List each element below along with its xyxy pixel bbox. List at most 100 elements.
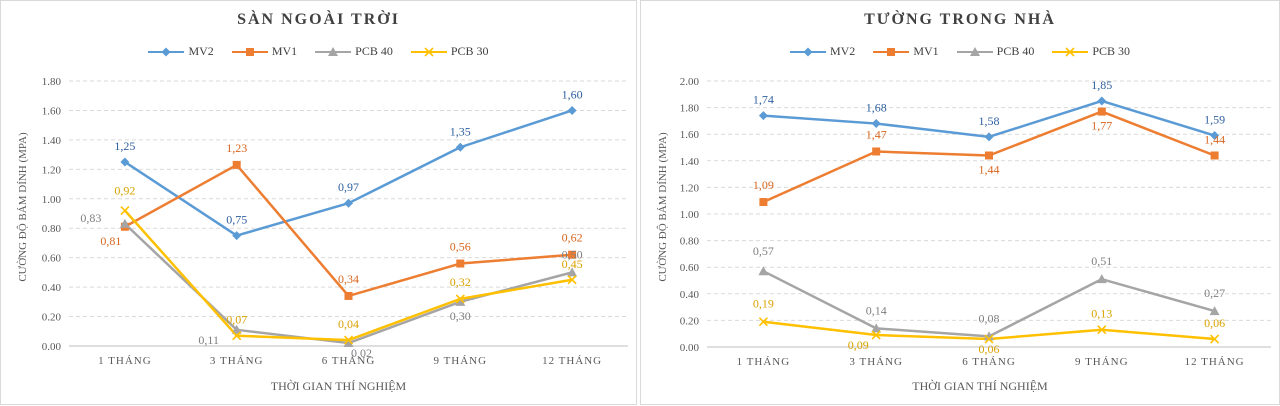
data-point — [455, 294, 465, 304]
data-point — [119, 218, 130, 228]
y-tick-label: 1.40 — [42, 135, 62, 147]
x-tick-label: 6 THÁNG — [962, 356, 1016, 368]
legend-marker — [424, 46, 434, 57]
legend: MV2 MV1 PCB 40 PCB 30 — [1, 44, 636, 59]
x-marker-stroke — [758, 317, 768, 327]
x-marker-stroke — [1210, 334, 1220, 344]
y-tick-label: 0.80 — [680, 236, 700, 248]
data-point — [758, 317, 768, 327]
chart-title: TƯỜNG TRONG NHÀ — [864, 11, 1056, 28]
line-chart-plot: 0.00 0.20 0.40 0.60 0.80 1.00 1.20 1.40 1.60 1.80… — [680, 76, 1271, 368]
legend-item: MV1 — [231, 44, 297, 59]
legend-label: PCB 30 — [1092, 44, 1131, 58]
x-marker-stroke — [1097, 325, 1107, 335]
data-point — [984, 132, 994, 142]
data-point — [872, 147, 881, 156]
legend-item: MV2 — [148, 44, 214, 59]
data-label: 1,23 — [226, 141, 247, 155]
data-label: 0,50 — [562, 247, 583, 261]
legend-label: PCB 40 — [996, 44, 1035, 58]
x-tick-label: 1 THÁNG — [737, 356, 791, 368]
legend-label: MV2 — [829, 44, 856, 58]
y-tick-label: 2.00 — [680, 76, 700, 88]
y-tick-label: 1.20 — [680, 182, 700, 194]
data-point — [120, 157, 130, 167]
legend-marker — [887, 47, 896, 56]
data-label: 0,11 — [198, 333, 219, 347]
x-tick-label: 6 THÁNG — [322, 355, 376, 367]
series-line-mv2 — [124, 109, 573, 237]
data-label: 0,06 — [979, 342, 1000, 356]
data-label: 1,44 — [1204, 132, 1225, 146]
legend-item: PCB 40 — [315, 44, 393, 59]
data-point — [231, 324, 242, 334]
y-tick-label: 0.20 — [42, 312, 62, 324]
x-axis-label: THỜI GIAN THÍ NGHIỆM — [270, 379, 407, 393]
legend-item: PCB 30 — [1052, 44, 1130, 59]
legend-item: MV1 — [873, 44, 939, 59]
data-point — [871, 119, 881, 129]
data-point — [1097, 96, 1107, 106]
data-point — [568, 250, 577, 259]
legend-item: PCB 40 — [956, 44, 1035, 59]
data-point — [1097, 325, 1107, 335]
data-point — [985, 151, 993, 160]
x-marker-stroke — [343, 335, 354, 345]
y-tick-label: 1.20 — [42, 164, 62, 176]
data-label: 1,25 — [114, 139, 135, 153]
legend-label: MV2 — [188, 44, 214, 58]
data-label: 1,35 — [450, 124, 471, 138]
legend-marker — [803, 47, 813, 56]
data-point — [871, 323, 882, 333]
legend-marker — [1065, 46, 1075, 57]
x-axis-label: THỜI GIAN THÍ NGHIỆM — [912, 379, 1048, 393]
data-point — [758, 111, 768, 121]
data-label: 0,81 — [100, 234, 121, 248]
legend-item: MV2 — [789, 44, 856, 59]
data-label: 1,74 — [753, 93, 774, 107]
y-tick-label: 1.80 — [42, 76, 62, 88]
y-tick-label: 0.60 — [42, 253, 62, 265]
data-label: 1,58 — [979, 114, 1000, 128]
chart-panel-outdoor-floor: SÀN NGOÀI TRỜI MV2 MV1 PCB 40 PCB 30 CƯỜNG … — [0, 0, 637, 405]
data-point — [1210, 131, 1220, 141]
data-label: 0,07 — [226, 313, 247, 327]
y-tick-label: 0.00 — [680, 342, 700, 354]
data-point — [232, 231, 242, 241]
data-label: 1,47 — [866, 127, 887, 141]
series-line-pcb-40 — [762, 270, 1215, 338]
data-label: 0,27 — [1204, 286, 1225, 300]
y-tick-label: 0.20 — [680, 315, 700, 327]
data-point — [455, 296, 466, 306]
x-tick-label: 12 THÁNG — [542, 355, 602, 367]
chart-title: SÀN NGOÀI TRỜI — [237, 11, 400, 28]
x-tick-label: 9 THÁNG — [1075, 356, 1129, 368]
data-point — [758, 266, 769, 276]
x-marker-stroke — [455, 294, 465, 304]
data-label: 0,97 — [338, 180, 359, 194]
legend: MV2 MV1 PCB 40 PCB 30 — [641, 44, 1279, 59]
data-label: 1,60 — [562, 87, 583, 101]
y-tick-label: 0.40 — [680, 289, 700, 301]
data-label: 0,92 — [114, 184, 135, 198]
data-label: 0,56 — [450, 240, 471, 254]
data-label: 0,19 — [753, 297, 774, 311]
x-marker-stroke — [567, 275, 577, 285]
data-label: 0,04 — [338, 317, 359, 331]
data-point — [1209, 306, 1220, 316]
data-point — [455, 142, 465, 152]
x-tick-label: 3 THÁNG — [210, 355, 264, 367]
data-label: 0,62 — [562, 231, 583, 245]
data-point — [871, 330, 881, 340]
data-label: 0,51 — [1091, 254, 1112, 268]
data-point — [567, 267, 578, 277]
data-label: 1,85 — [1091, 78, 1112, 92]
data-label: 0,06 — [1204, 316, 1225, 330]
data-point — [984, 331, 994, 341]
data-label: 1,09 — [753, 178, 774, 192]
chart-panel-indoor-wall: TƯỜNG TRONG NHÀ MV2 MV1 PCB 40 PCB 30 CƯỜNG… — [640, 0, 1280, 405]
data-label: 0,32 — [450, 275, 471, 289]
data-point — [232, 331, 242, 341]
y-tick-label: 1.00 — [680, 209, 700, 221]
data-label: 1,44 — [979, 162, 1000, 176]
